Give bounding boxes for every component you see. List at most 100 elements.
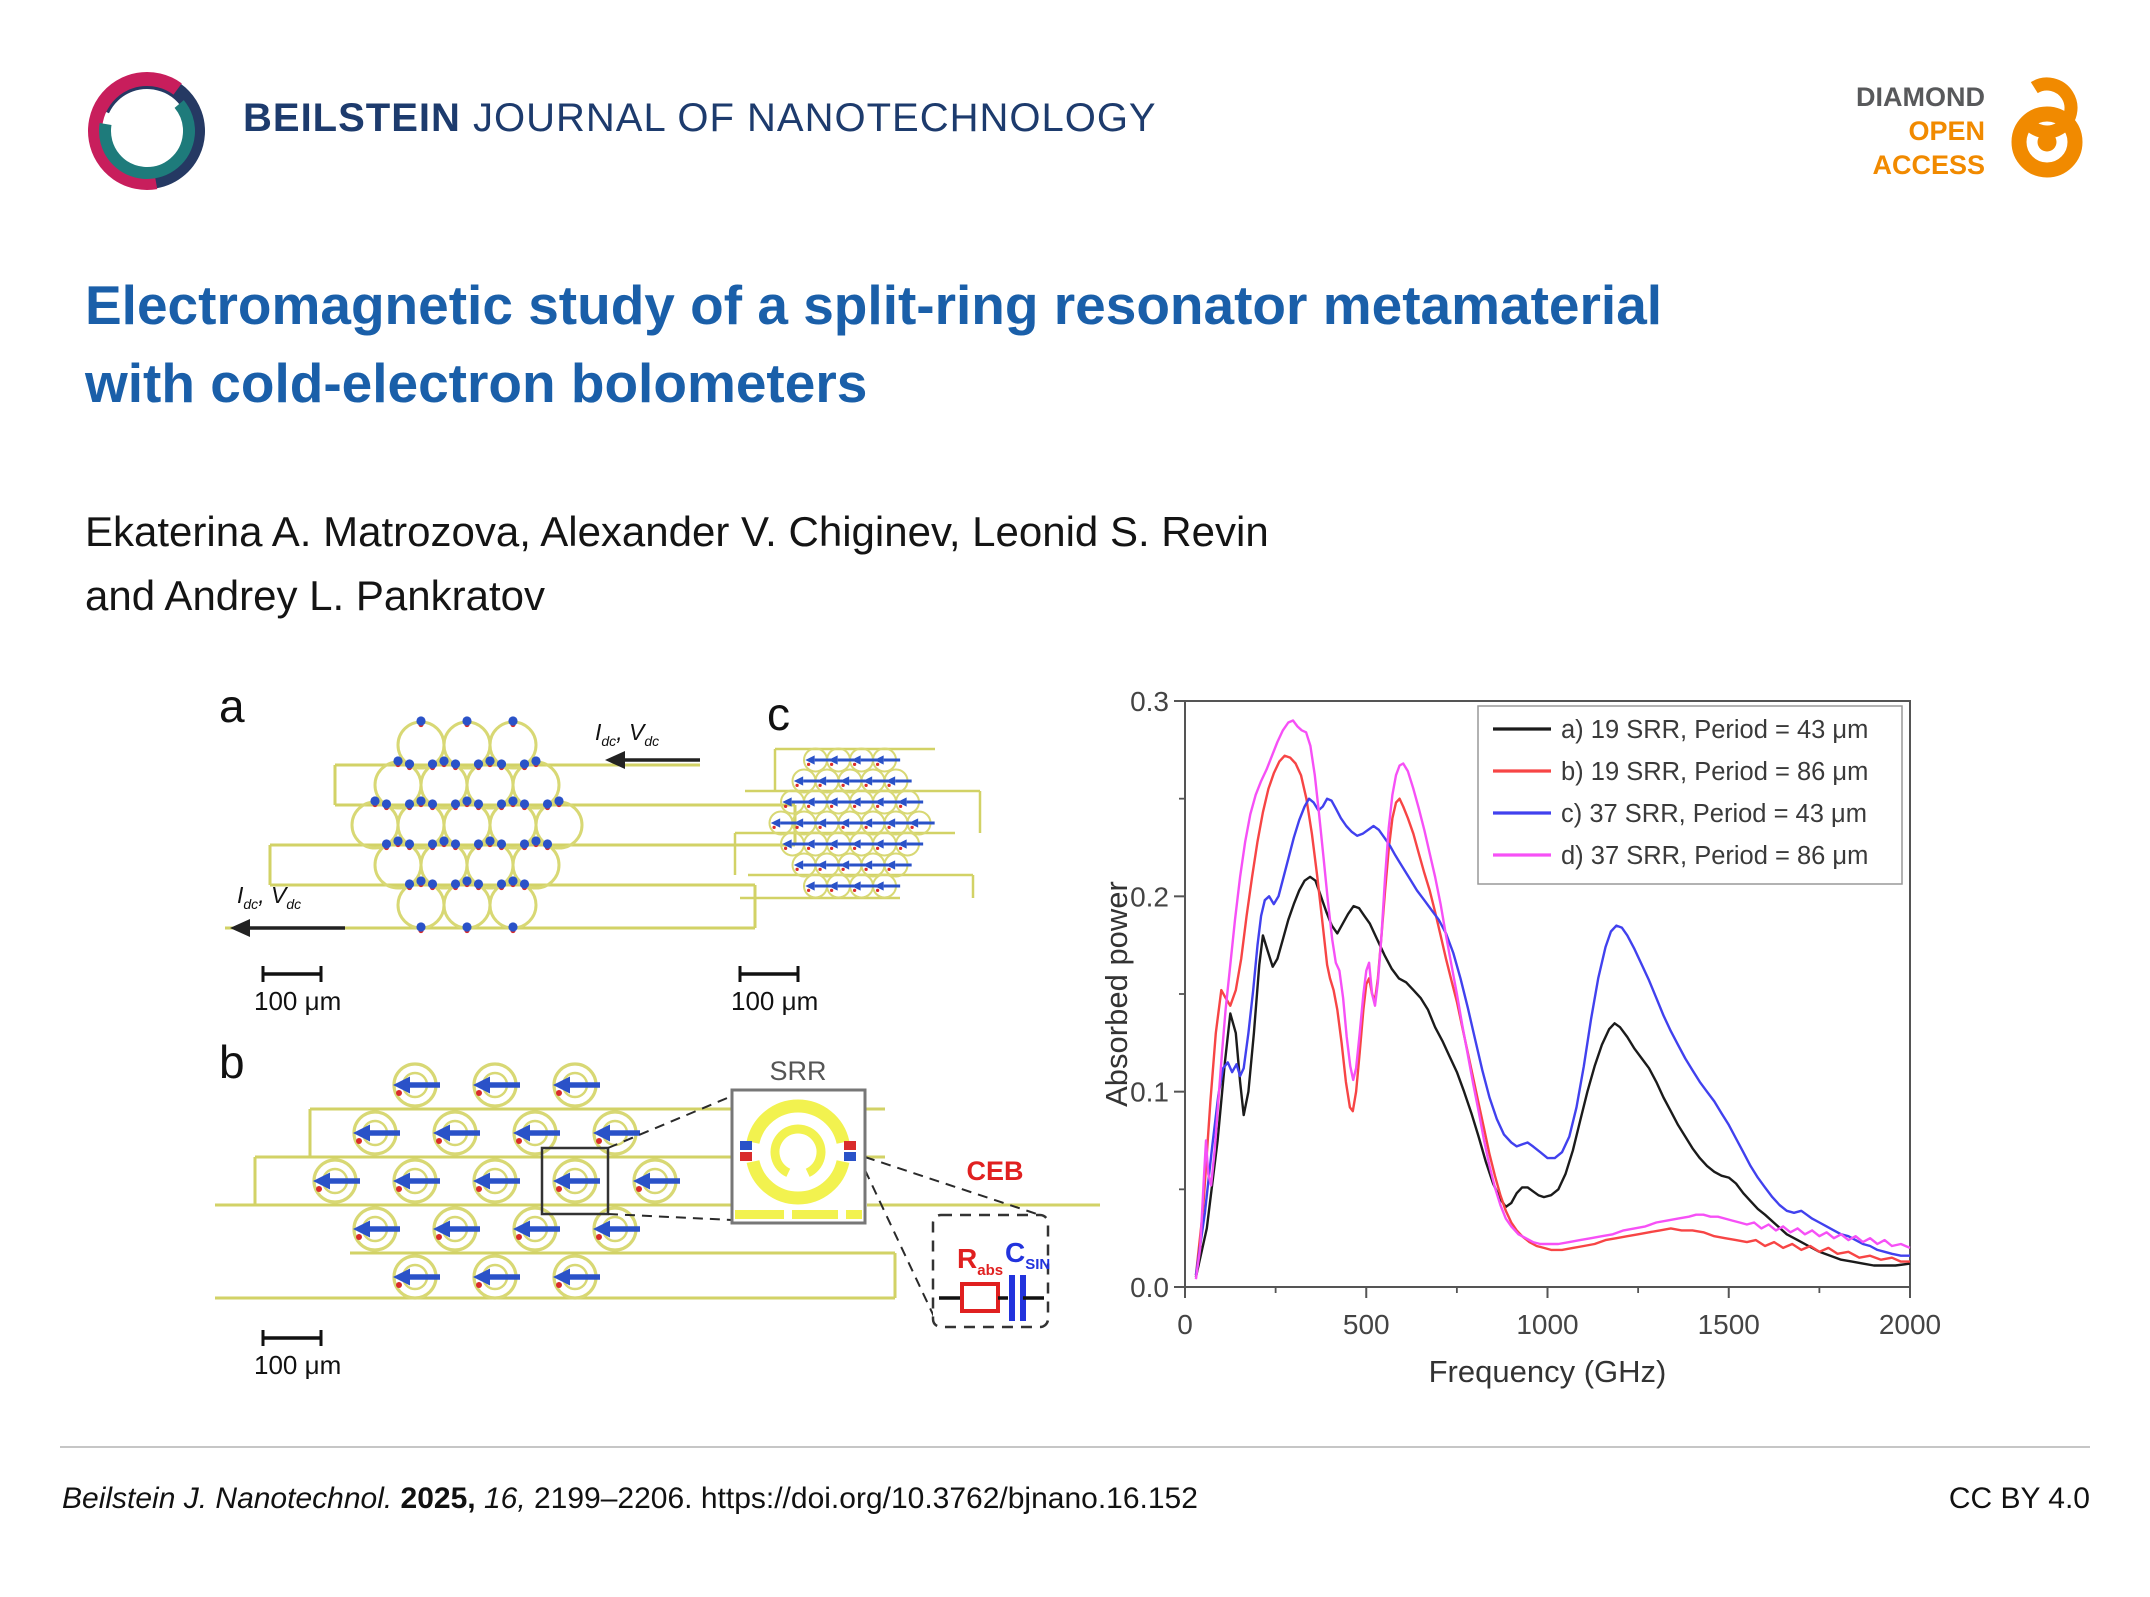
title-line-1: Electromagnetic study of a split-ring re…: [85, 274, 1663, 336]
current-arrow: [908, 818, 919, 828]
ceb-dot: [416, 922, 426, 932]
ceb-dot: [370, 796, 380, 806]
ceb-dot: [427, 759, 438, 769]
journal-name-rest: JOURNAL OF NANOTECHNOLOGY: [460, 96, 1157, 140]
ceb-inset-label: CEB: [966, 1156, 1023, 1186]
zoom-region-box: [540, 1146, 610, 1216]
authors-line-2: and Andrey L. Pankratov: [85, 572, 545, 619]
srr-ring: [511, 840, 561, 890]
panel-a-label: a: [219, 680, 245, 732]
current-arrow: [793, 860, 804, 870]
ceb-dot: [496, 879, 507, 889]
current-arrow: [874, 755, 884, 765]
ceb-dot: [450, 759, 461, 769]
current-arrow: [793, 776, 804, 786]
current-arrow: [874, 881, 884, 891]
ceb-element: [844, 1152, 856, 1161]
current-arrow: [851, 881, 861, 891]
srr-ring: [373, 840, 423, 890]
authors-line-1: Ekaterina A. Matrozova, Alexander V. Chi…: [85, 508, 1269, 555]
current-arrow: [897, 797, 907, 807]
current-arrow: [828, 797, 838, 807]
ceb-dot: [416, 716, 426, 726]
ceb-dot: [473, 799, 484, 809]
curve-c: [1194, 797, 1910, 1276]
srr-ring: [442, 800, 492, 850]
y-tick-label: 0.0: [1130, 1272, 1169, 1303]
citation-year: 2025,: [400, 1482, 484, 1515]
current-arrow: [805, 881, 815, 891]
ceb-dot: [427, 879, 438, 889]
badge-diamond: DIAMOND: [1856, 82, 1985, 112]
ceb-dot: [519, 879, 530, 889]
ceb-dot: [473, 879, 484, 889]
bias-lead-label: Idc, Vdc: [237, 882, 301, 912]
x-tick-label: 0: [1177, 1309, 1193, 1340]
current-arrow: [313, 1172, 330, 1190]
ceb-dot: [542, 839, 553, 849]
x-axis-label: Frequency (GHz): [1429, 1354, 1667, 1389]
current-arrow: [839, 776, 850, 786]
ceb-dot: [496, 799, 507, 809]
open-access-lock-icon: [2011, 77, 2083, 178]
current-arrow: [553, 1172, 570, 1190]
ceb-dot: [404, 799, 415, 809]
srr-ring: [373, 760, 423, 810]
ceb-dot: [519, 759, 530, 769]
ceb-dot: [508, 796, 518, 806]
ceb-dot: [462, 796, 472, 806]
legend-entry-b: b) 19 SRR, Period = 86 μm: [1561, 758, 1868, 786]
srr-ring: [488, 720, 538, 770]
panel-b-label: b: [219, 1036, 245, 1088]
legend-entry-c: c) 37 SRR, Period = 43 μm: [1561, 800, 1867, 828]
scale-bar-label: 100 μm: [731, 986, 818, 1016]
current-arrow: [874, 797, 884, 807]
current-arrow: [473, 1172, 490, 1190]
current-arrow: [770, 818, 781, 828]
title-line-2: with cold-electron bolometers: [85, 352, 868, 414]
current-arrow: [816, 818, 827, 828]
journal-name: BEILSTEIN JOURNAL OF NANOTECHNOLOGY: [243, 96, 1157, 141]
badge-open: OPEN: [1908, 116, 1985, 146]
citation-doi-link[interactable]: https://doi.org/10.3762/bjnano.16.152: [700, 1482, 1198, 1515]
ceb-dot: [450, 839, 461, 849]
current-arrow: [513, 1220, 530, 1238]
c-sin-label: CSIN: [1005, 1237, 1050, 1273]
ceb-dot: [416, 876, 426, 886]
current-arrow: [513, 1124, 530, 1142]
y-tick-label: 0.1: [1130, 1077, 1169, 1108]
bias-arrow: [230, 919, 250, 937]
current-arrow: [393, 1268, 410, 1286]
ceb-dot: [381, 839, 392, 849]
current-arrow: [782, 839, 792, 849]
page-title: Electromagnetic study of a split-ring re…: [85, 266, 1662, 422]
current-arrow: [862, 776, 873, 786]
srr-ring: [442, 720, 492, 770]
curve-b: [1194, 754, 1910, 1276]
current-arrow: [828, 881, 838, 891]
ceb-element: [740, 1141, 752, 1150]
panel-c-label: c: [767, 688, 790, 740]
current-arrow: [782, 797, 792, 807]
ceb-dot: [404, 879, 415, 889]
scale-bar-label: 100 μm: [254, 986, 341, 1016]
x-tick-label: 1500: [1698, 1309, 1760, 1340]
ceb-dot: [531, 756, 541, 766]
ceb-dot: [462, 716, 472, 726]
current-arrow: [393, 1172, 410, 1190]
ceb-dot: [485, 836, 495, 846]
ceb-dot: [473, 759, 484, 769]
ceb-dot: [404, 839, 415, 849]
x-tick-label: 500: [1343, 1309, 1390, 1340]
logo-arc-crimson: [88, 72, 206, 190]
current-arrow: [885, 818, 896, 828]
current-arrow: [862, 860, 873, 870]
srr-inset-label: SRR: [769, 1056, 826, 1086]
current-arrow: [473, 1076, 490, 1094]
current-arrow: [897, 839, 907, 849]
current-arrow: [851, 839, 861, 849]
current-arrow: [816, 860, 827, 870]
y-axis-label: Absorbed power: [1099, 881, 1134, 1107]
y-tick-label: 0.3: [1130, 686, 1169, 717]
current-arrow: [793, 818, 804, 828]
